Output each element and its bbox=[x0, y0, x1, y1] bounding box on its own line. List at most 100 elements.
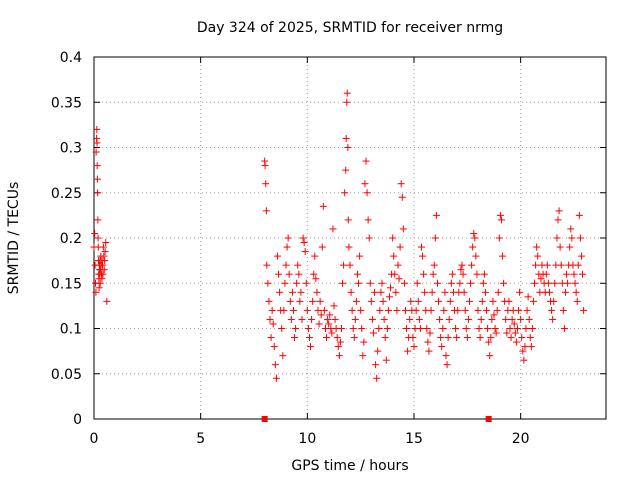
data-point bbox=[344, 216, 352, 224]
data-point bbox=[557, 261, 565, 269]
data-point bbox=[398, 193, 406, 201]
data-point bbox=[503, 329, 511, 337]
data-point bbox=[272, 374, 280, 382]
data-point bbox=[102, 239, 110, 247]
data-point bbox=[331, 315, 339, 323]
data-point bbox=[301, 248, 309, 256]
data-point bbox=[544, 279, 552, 287]
data-point bbox=[542, 270, 550, 278]
data-point bbox=[413, 279, 421, 287]
data-point bbox=[517, 315, 525, 323]
data-point bbox=[383, 325, 391, 332]
data-point bbox=[101, 248, 109, 256]
data-point bbox=[347, 288, 355, 296]
data-point bbox=[550, 297, 558, 305]
data-point bbox=[366, 279, 374, 287]
data-point bbox=[368, 315, 376, 323]
data-point bbox=[566, 243, 574, 251]
data-point bbox=[348, 306, 356, 314]
data-point bbox=[529, 297, 537, 305]
data-point bbox=[492, 329, 500, 337]
data-point bbox=[564, 279, 572, 287]
data-point bbox=[428, 288, 436, 296]
data-point bbox=[508, 315, 516, 323]
data-point bbox=[283, 243, 291, 251]
data-point bbox=[93, 125, 101, 133]
data-point bbox=[286, 297, 294, 305]
data-point bbox=[297, 288, 305, 296]
data-point bbox=[555, 207, 563, 215]
data-point bbox=[549, 315, 557, 323]
data-point bbox=[426, 329, 434, 337]
data-point bbox=[266, 315, 274, 323]
data-point bbox=[464, 315, 472, 323]
data-point bbox=[485, 338, 493, 346]
data-point bbox=[330, 302, 338, 310]
grid bbox=[94, 57, 606, 419]
data-point bbox=[507, 334, 515, 342]
data-point bbox=[329, 225, 337, 233]
data-point bbox=[559, 306, 567, 314]
data-point bbox=[429, 270, 437, 278]
data-point bbox=[273, 252, 281, 260]
data-point bbox=[269, 320, 277, 328]
data-point bbox=[551, 279, 559, 287]
data-point bbox=[459, 270, 467, 278]
data-point bbox=[463, 334, 471, 342]
data-point bbox=[483, 306, 491, 314]
y-tick-label: 0.3 bbox=[60, 141, 82, 157]
data-point bbox=[345, 243, 353, 251]
x-axis-label: GPS time / hours bbox=[291, 458, 408, 474]
data-point bbox=[298, 315, 306, 323]
data-point bbox=[453, 334, 461, 342]
data-point bbox=[537, 275, 545, 283]
data-point bbox=[335, 352, 343, 360]
data-point bbox=[480, 270, 488, 278]
data-point bbox=[288, 288, 296, 296]
data-point bbox=[99, 261, 107, 269]
data-point bbox=[94, 234, 102, 242]
data-point bbox=[310, 270, 318, 278]
data-point bbox=[532, 261, 540, 269]
data-point bbox=[373, 374, 381, 382]
data-point bbox=[576, 234, 584, 242]
data-point bbox=[341, 189, 349, 197]
data-point bbox=[365, 234, 373, 242]
data-point bbox=[447, 279, 455, 287]
data-point bbox=[579, 270, 587, 278]
x-axis: 0 5 10 15 20 bbox=[90, 57, 530, 447]
data-point bbox=[309, 297, 317, 305]
data-point bbox=[267, 334, 275, 342]
data-point bbox=[460, 288, 468, 296]
data-point bbox=[357, 306, 365, 314]
data-point bbox=[380, 315, 388, 323]
data-point bbox=[92, 148, 100, 156]
data-point bbox=[268, 306, 276, 314]
data-point bbox=[307, 343, 315, 351]
data-point bbox=[515, 306, 523, 314]
data-point bbox=[423, 325, 431, 332]
data-point bbox=[349, 325, 357, 332]
data-point bbox=[101, 257, 109, 265]
data-point bbox=[484, 325, 492, 332]
data-point bbox=[477, 315, 485, 323]
data-point bbox=[291, 334, 299, 342]
data-point bbox=[561, 288, 569, 296]
data-point bbox=[476, 334, 484, 342]
y-axis-label: SRMTID / TECUs bbox=[6, 182, 22, 295]
data-point bbox=[95, 284, 103, 292]
data-point bbox=[510, 320, 518, 328]
data-point bbox=[262, 180, 270, 188]
data-point bbox=[478, 297, 486, 305]
data-point bbox=[326, 311, 334, 319]
data-point bbox=[263, 261, 271, 269]
data-point bbox=[573, 297, 581, 305]
zero-marker bbox=[485, 416, 492, 422]
data-point bbox=[554, 216, 562, 224]
y-tick-label: 0.2 bbox=[60, 231, 82, 247]
data-point bbox=[401, 306, 409, 314]
data-point bbox=[432, 211, 440, 219]
data-point bbox=[371, 288, 379, 296]
data-point bbox=[406, 315, 414, 323]
data-point bbox=[328, 329, 336, 337]
